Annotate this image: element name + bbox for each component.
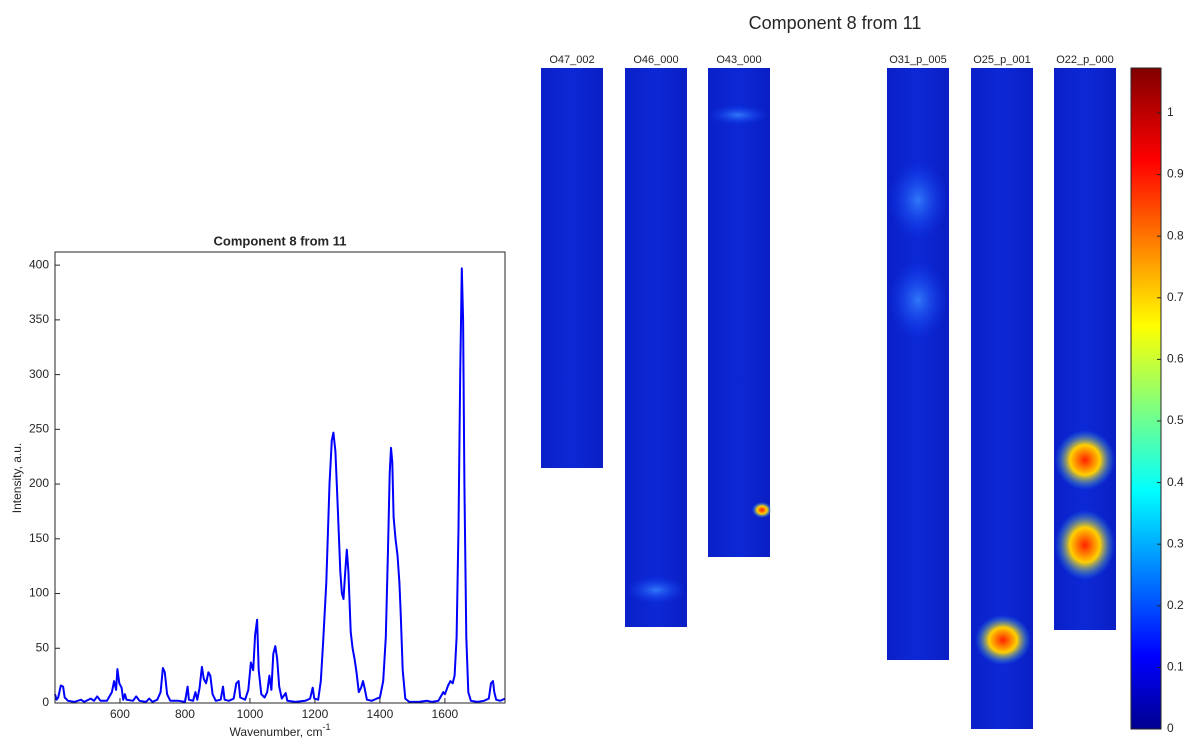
y-tick-label: 50 (36, 640, 50, 654)
y-tick-label: 0 (42, 695, 49, 709)
panel-label: O47_002 (549, 54, 594, 66)
y-tick-label: 250 (29, 422, 49, 436)
colorbar-tick-label: 0 (1167, 721, 1174, 735)
panel-label: O31_p_005 (889, 54, 947, 66)
colorbar-tick-label: 0.3 (1167, 536, 1184, 550)
x-tick-label: 800 (175, 707, 195, 721)
panel-label: O46_000 (633, 54, 678, 66)
image-panel (541, 68, 603, 468)
colorbar-tick-label: 0.6 (1167, 352, 1184, 366)
image-feature (626, 576, 686, 604)
y-tick-label: 100 (29, 586, 49, 600)
colorbar-tick-label: 0.2 (1167, 598, 1184, 612)
image-feature (888, 260, 948, 340)
spectrum-line (54, 267, 506, 703)
image-feature (752, 502, 772, 518)
x-label-sup: -1 (322, 722, 330, 732)
y-tick-label: 150 (29, 531, 49, 545)
figure-title: Component 8 from 11 (749, 13, 922, 33)
y-axis-label: Intensity, a.u. (10, 443, 24, 513)
x-tick-label: 600 (110, 707, 130, 721)
plot-area (55, 252, 505, 703)
colorbar-tick-label: 0.5 (1167, 413, 1184, 427)
colorbar-tick-label: 0.8 (1167, 228, 1184, 242)
image-feature (1055, 510, 1115, 580)
x-tick-label: 1400 (367, 707, 394, 721)
y-tick-label: 400 (29, 257, 49, 271)
colorbar-tick-label: 0.1 (1167, 660, 1184, 674)
panel-label: O22_p_000 (1056, 54, 1114, 66)
image-feature (1055, 430, 1115, 490)
colorbar-tick-label: 1 (1167, 105, 1174, 119)
colorbar-tick-label: 0.7 (1167, 290, 1184, 304)
colorbar (1130, 67, 1162, 730)
y-tick-label: 200 (29, 476, 49, 490)
image-feature (975, 615, 1031, 665)
line-title: Component 8 from 11 (214, 233, 347, 248)
y-tick-label: 350 (29, 312, 49, 326)
image-feature (888, 160, 948, 240)
panel-label: O25_p_001 (973, 54, 1031, 66)
colorbar-tick-label: 0.4 (1167, 475, 1184, 489)
axes-box (54, 251, 506, 704)
x-tick-label: 1000 (237, 707, 264, 721)
image-panel (887, 68, 949, 660)
colorbar-tick-label: 0.9 (1167, 167, 1184, 181)
x-tick-label: 1600 (432, 707, 459, 721)
image-panel (708, 68, 770, 557)
x-tick-label: 1200 (302, 707, 329, 721)
image-panel (625, 68, 687, 627)
panel-label: O43_000 (716, 54, 761, 66)
y-tick-label: 300 (29, 367, 49, 381)
x-label-text: Wavenumber, cm (230, 725, 323, 739)
x-axis-label: Wavenumber, cm-1 (230, 722, 331, 739)
image-feature (708, 105, 768, 125)
